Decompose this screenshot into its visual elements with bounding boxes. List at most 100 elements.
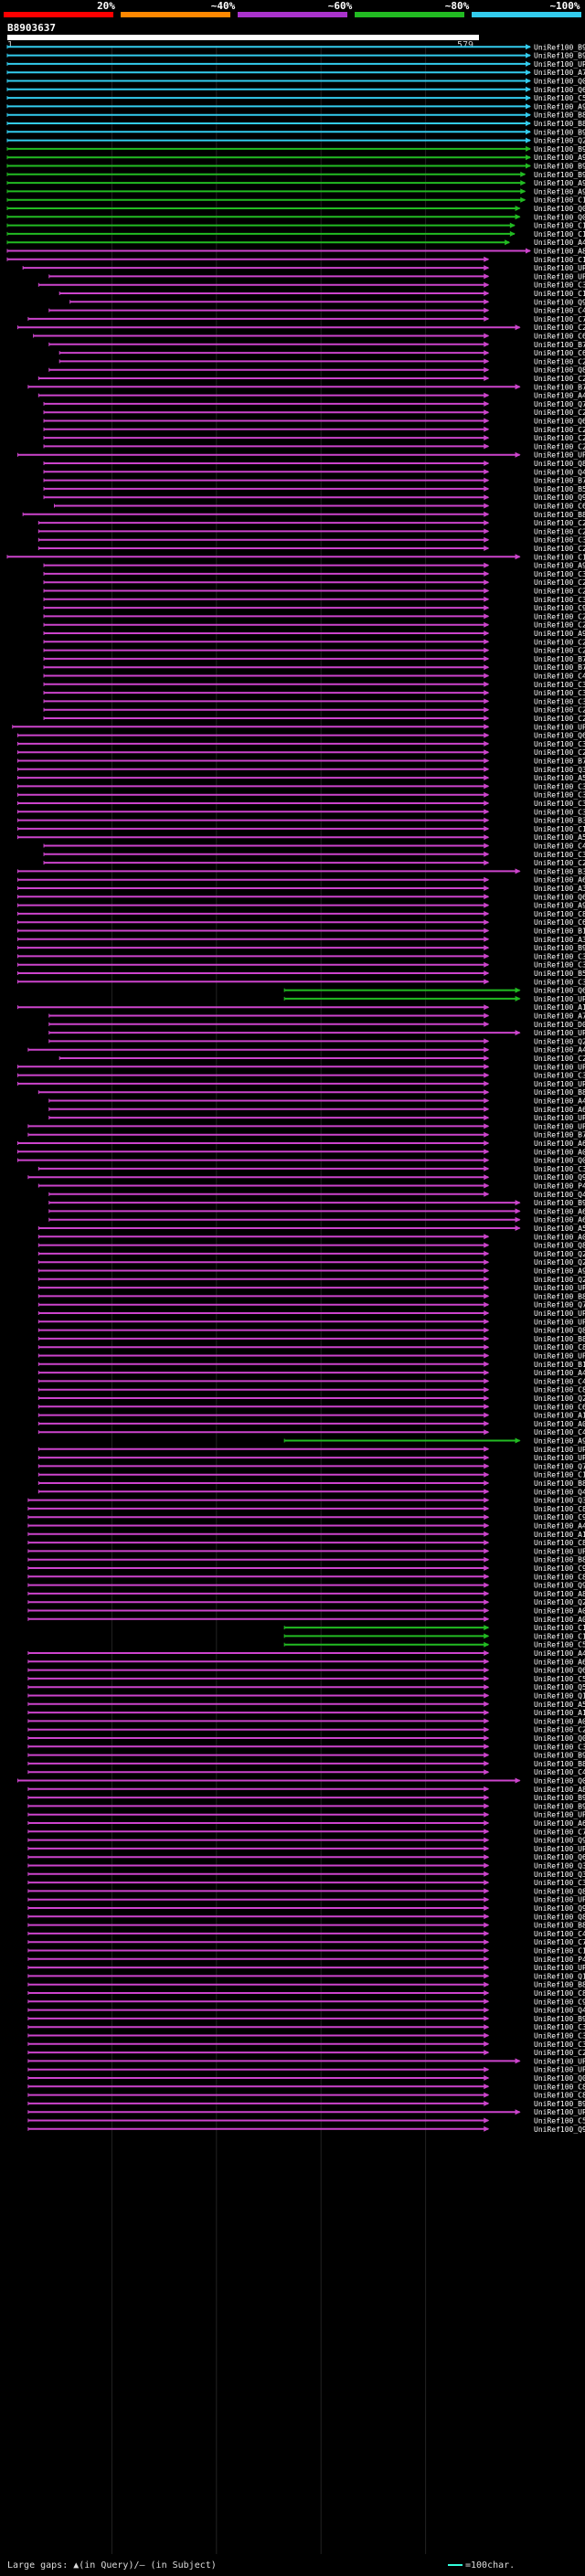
hit-label[interactable]: UniRef100_B7IEB0	[534, 655, 585, 663]
hit-row[interactable]: UniRef100_Q9I819	[27, 1173, 585, 1182]
hit-row[interactable]: UniRef100_C1E8T5	[6, 256, 585, 264]
hit-label[interactable]: UniRef100_B9R351	[534, 1802, 585, 1810]
hit-label[interactable]: UniRef100_Q2QTC2	[534, 137, 585, 145]
hit-label[interactable]: UniRef100_C1LFC2	[534, 1632, 585, 1640]
hit-label[interactable]: UniRef100_B9RZ23	[534, 43, 585, 51]
hit-row[interactable]: UniRef100_B7HWL1	[43, 477, 585, 485]
hit-row[interactable]: UniRef100_C6W150	[58, 349, 585, 357]
hit-row[interactable]: UniRef100_B9GNC7	[6, 145, 585, 154]
hit-row[interactable]: UniRef100_Q63KN5	[43, 418, 585, 426]
hit-label[interactable]: UniRef100_C1MT48	[534, 553, 585, 561]
hit-row[interactable]: UniRef100_A6EWP9	[48, 1207, 585, 1215]
hit-row[interactable]: UniRef100_C1MT48	[6, 553, 585, 561]
hit-label[interactable]: UniRef100_C2P0V8	[534, 545, 585, 553]
hit-label[interactable]: UniRef100_C2VOT2	[534, 426, 585, 434]
hit-label[interactable]: UniRef100_C3E5H4	[534, 281, 585, 290]
hit-label[interactable]: UniRef100_C4D618	[534, 1930, 585, 1938]
hit-label[interactable]: UniRef100_C4B023	[534, 1377, 585, 1385]
hit-label[interactable]: UniRef100_B7HQU8	[534, 341, 585, 349]
hit-row[interactable]: UniRef100_UP1000...	[48, 1029, 585, 1037]
hit-label[interactable]: UniRef100_C8Q364	[534, 910, 585, 918]
hit-row[interactable]: UniRef100_UP1000...	[37, 1284, 585, 1292]
hit-label[interactable]: UniRef100_UP1000...	[534, 1063, 585, 1071]
hit-row[interactable]: UniRef100_C4UNA8	[43, 843, 585, 851]
hit-row[interactable]: UniRef100_C5V8J2	[27, 2117, 585, 2125]
hit-label[interactable]: UniRef100_C8RGI3	[534, 1386, 585, 1394]
hit-row[interactable]: UniRef100_A6TNE9	[48, 1216, 585, 1224]
hit-row[interactable]: UniRef100_C3H8D0	[16, 782, 585, 790]
hit-label[interactable]: UniRef100_C3BNE4	[534, 851, 585, 859]
hit-row[interactable]: UniRef100_B7HQU8	[48, 341, 585, 349]
hit-row[interactable]: UniRef100_Q24SY2	[37, 1258, 585, 1267]
hit-row[interactable]: UniRef100_Q3EM05	[27, 1497, 585, 1505]
hit-label[interactable]: UniRef100_Q3T918	[534, 1862, 585, 1871]
hit-label[interactable]: UniRef100_C8UX13	[534, 2092, 585, 2100]
hit-label[interactable]: UniRef100_C6D1F7	[534, 1403, 585, 1411]
hit-label[interactable]: UniRef100_C2NV27	[534, 519, 585, 527]
hit-label[interactable]: UniRef100_Q0S3F4	[534, 1157, 585, 1165]
hit-row[interactable]: UniRef100_C3BDA1	[43, 689, 585, 697]
hit-label[interactable]: UniRef100_UP1000...	[534, 1352, 585, 1361]
hit-label[interactable]: UniRef100_C2V4W5	[534, 323, 585, 332]
hit-label[interactable]: UniRef100_C2QL16	[534, 578, 585, 587]
hit-row[interactable]: UniRef100_Q2QTC2	[6, 137, 585, 145]
hit-row[interactable]: UniRef100_Q24WN4	[48, 1037, 585, 1045]
hit-row[interactable]: UniRef100_C1VDW8	[27, 1947, 585, 1956]
hit-row[interactable]: UniRef100_A5M482	[27, 1701, 585, 1709]
hit-row[interactable]: UniRef100_A8IXS7	[6, 248, 585, 256]
hit-row[interactable]: UniRef100_C4D618	[27, 1930, 585, 1938]
hit-row[interactable]: UniRef100_C6W4X9	[33, 333, 585, 341]
hit-row[interactable]: UniRef100_B7JEZ2	[43, 663, 585, 672]
hit-label[interactable]: UniRef100_B8BPB5	[534, 120, 585, 128]
hit-row[interactable]: UniRef100_C1FQ49	[16, 825, 585, 833]
hit-label[interactable]: UniRef100_B7IUY9	[534, 1131, 585, 1140]
hit-row[interactable]: UniRef100_A7Z524	[48, 1012, 585, 1021]
hit-row[interactable]: UniRef100_C2P3X1	[43, 442, 585, 451]
hit-row[interactable]: UniRef100_B3YN70	[16, 817, 585, 825]
hit-label[interactable]: UniRef100_C3EZV9	[534, 978, 585, 986]
hit-row[interactable]: UniRef100_Q1G9C0	[27, 1692, 585, 1701]
hit-row[interactable]: UniRef100_UP1000...	[27, 2108, 585, 2116]
hit-label[interactable]: UniRef100_B7IU53	[534, 758, 585, 766]
hit-row[interactable]: UniRef100_Q7WAU8	[37, 1301, 585, 1309]
hit-row[interactable]: UniRef100_C2T1H1	[16, 748, 585, 757]
hit-row[interactable]: UniRef100_Q24RF2	[37, 1250, 585, 1258]
hit-label[interactable]: UniRef100_C1KZQ2	[534, 1471, 585, 1479]
hit-row[interactable]: UniRef100_C4E175	[37, 1428, 585, 1436]
hit-label[interactable]: UniRef100_A6UTN8	[534, 876, 585, 885]
hit-label[interactable]: UniRef100_A6P998	[534, 1819, 585, 1828]
hit-label[interactable]: UniRef100_B9GNC7	[534, 145, 585, 154]
hit-label[interactable]: UniRef100_UP1000...	[534, 1964, 585, 1972]
hit-row[interactable]: UniRef100_C2Z176	[43, 647, 585, 655]
hit-label[interactable]: UniRef100_A9PDP4	[534, 102, 585, 111]
hit-row[interactable]: UniRef100_A4SBJ1	[27, 1649, 585, 1658]
hit-row[interactable]: UniRef100_C2TTG1	[37, 527, 585, 535]
hit-row[interactable]: UniRef100_A7Q9L0	[6, 69, 585, 77]
hit-row[interactable]: UniRef100_A9NMS9	[6, 187, 585, 196]
hit-label[interactable]: UniRef100_C6R600	[534, 503, 585, 511]
hit-label[interactable]: UniRef100_A8TGT3	[534, 1590, 585, 1598]
hit-label[interactable]: UniRef100_Q81UM0	[534, 460, 585, 468]
hit-row[interactable]: UniRef100_B1Y823	[16, 928, 585, 936]
hit-row[interactable]: UniRef100_C2SN48	[43, 638, 585, 646]
hit-row[interactable]: UniRef100_B8FPE4	[37, 1335, 585, 1343]
hit-label[interactable]: UniRef100_B8DE16	[534, 511, 585, 519]
hit-label[interactable]: UniRef100_B1YMM6	[534, 1361, 585, 1369]
hit-row[interactable]: UniRef100_UP1000...	[27, 1896, 585, 1904]
hit-label[interactable]: UniRef100_Q24R23	[534, 1598, 585, 1606]
hit-row[interactable]: UniRef100_A5NXD7	[37, 1224, 585, 1233]
hit-label[interactable]: UniRef100_C2L307	[534, 1055, 585, 1063]
hit-label[interactable]: UniRef100_B8LMC8	[534, 111, 585, 120]
hit-label[interactable]: UniRef100_B9GCR7	[534, 128, 585, 136]
hit-row[interactable]: UniRef100_Q57830	[27, 1683, 585, 1691]
hit-row[interactable]: UniRef100_C8W1W5	[27, 1573, 585, 1581]
hit-row[interactable]: UniRef100_B8HNS6	[27, 1981, 585, 1989]
hit-row[interactable]: UniRef100_A9KRF5	[16, 902, 585, 910]
hit-row[interactable]: UniRef100_B9R351	[27, 1802, 585, 1810]
hit-row[interactable]: UniRef100_B8LMC8	[6, 111, 585, 120]
hit-label[interactable]: UniRef100_B9FTF7	[534, 1752, 585, 1760]
hit-label[interactable]: UniRef100_Q8ZV72	[534, 1242, 585, 1250]
hit-label[interactable]: UniRef100_Q4EM60	[534, 1488, 585, 1496]
hit-row[interactable]: UniRef100_Q98281	[27, 2125, 585, 2134]
hit-row[interactable]: UniRef100_UP1000...	[27, 1122, 585, 1130]
